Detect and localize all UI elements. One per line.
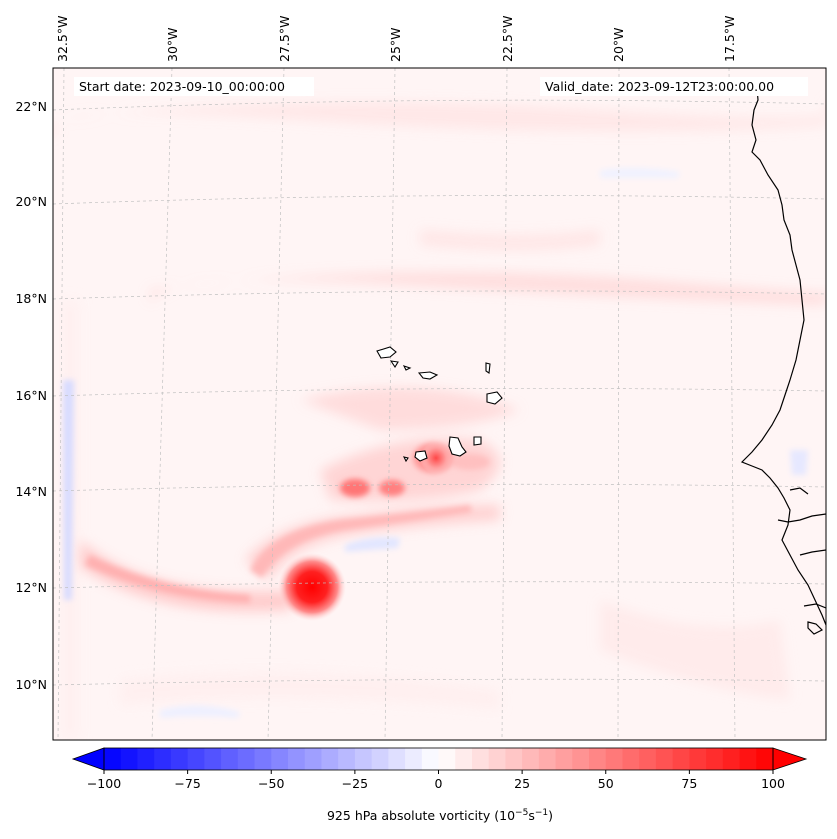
colorbar-tick-label: 0: [435, 776, 443, 791]
map-frame: [52, 67, 827, 741]
lon-label-32-5w: 32.5°W: [55, 16, 70, 62]
lat-label-18n: 18°N: [15, 291, 47, 306]
colorbar-tick-label: 25: [514, 776, 530, 791]
lat-label-20n: 20°N: [15, 194, 47, 209]
colorbar-segment: [639, 748, 657, 770]
colorbar-segment: [120, 748, 139, 770]
colorbar-segment: [538, 748, 557, 770]
colorbar-tick-label: 50: [598, 776, 614, 791]
colorbar-segment: [287, 748, 306, 770]
colorbar-tick-label: −100: [87, 776, 121, 791]
colorbar-segment: [405, 748, 423, 770]
colorbar-segment: [137, 748, 155, 770]
latitude-labels: 22°N 20°N 18°N 16°N 14°N 12°N 10°N: [15, 99, 47, 692]
start-date-label: Start date: 2023-09-10_00:00:00: [79, 79, 285, 94]
colorbar-segment: [354, 748, 373, 770]
lon-label-20w: 20°W: [611, 27, 626, 62]
colorbar-segment: [321, 748, 339, 770]
longitude-labels: 32.5°W 30°W 27.5°W 25°W 22.5°W 20°W 17.5…: [55, 16, 737, 62]
colorbar-segment: [589, 748, 607, 770]
lat-label-14n: 14°N: [15, 484, 47, 499]
colorbar-segment: [488, 748, 507, 770]
colorbar-tick-label: 100: [761, 776, 785, 791]
lon-label-30w: 30°W: [165, 27, 180, 62]
lon-label-22-5w: 22.5°W: [500, 16, 515, 62]
colorbar-segment: [739, 748, 757, 770]
colorbar-segment: [672, 748, 690, 770]
colorbar-segment: [756, 748, 774, 770]
colorbar-segment: [522, 748, 540, 770]
colorbar-segment: [221, 748, 239, 770]
lat-label-16n: 16°N: [15, 388, 47, 403]
lat-label-10n: 10°N: [15, 677, 47, 692]
lat-label-22n: 22°N: [15, 99, 47, 114]
colorbar-segment: [722, 748, 741, 770]
coastline: [740, 87, 826, 635]
colorbar-segment: [204, 748, 222, 770]
colorbar-segment: [455, 748, 473, 770]
start-date-box: Start date: 2023-09-10_00:00:00: [74, 77, 314, 96]
colorbar-segment: [388, 748, 406, 770]
lon-label-27-5w: 27.5°W: [277, 16, 292, 62]
valid-date-box: Valid_date: 2023-09-12T23:00:00.00: [540, 77, 808, 96]
colorbar-segment: [304, 748, 323, 770]
colorbar-segment: [271, 748, 289, 770]
colorbar-segment: [237, 748, 256, 770]
colorbar-segment: [154, 748, 172, 770]
colorbar-segment: [689, 748, 707, 770]
colorbar-segment: [421, 748, 440, 770]
colorbar-tick-label: −25: [342, 776, 368, 791]
colorbar-min-extend: [71, 747, 105, 771]
colorbar-segment: [254, 748, 272, 770]
colorbar-segment: [706, 748, 724, 770]
vorticity-field: [53, 68, 826, 740]
colorbar-ticks: −100 −75 −50 −25 0 25 50 75 100: [87, 770, 785, 791]
colorbar-tick-label: −50: [258, 776, 284, 791]
lon-label-17-5w: 17.5°W: [722, 16, 737, 62]
colorbar-label: 925 hPa absolute vorticity (10−5s−1): [327, 808, 553, 823]
valid-date-label: Valid_date: 2023-09-12T23:00:00.00: [545, 79, 774, 94]
colorbar-segment: [471, 748, 490, 770]
colorbar-segment: [104, 748, 122, 770]
colorbar-segment: [655, 748, 674, 770]
graticule: [53, 68, 826, 740]
colorbar-segment: [505, 748, 523, 770]
colorbar-segments: [104, 748, 774, 770]
lat-label-12n: 12°N: [15, 580, 47, 595]
colorbar-segment: [170, 748, 189, 770]
colorbar-segment: [338, 748, 356, 770]
colorbar: −100 −75 −50 −25 0 25 50 75 100 925 hPa absolute…: [71, 747, 808, 823]
colorbar-max-extend: [772, 747, 808, 771]
colorbar-tick-label: −75: [174, 776, 200, 791]
colorbar-segment: [572, 748, 590, 770]
colorbar-segment: [622, 748, 640, 770]
colorbar-segment: [555, 748, 573, 770]
cape-verde-islands: [376, 346, 503, 463]
colorbar-segment: [371, 748, 389, 770]
colorbar-segment: [605, 748, 624, 770]
colorbar-tick-label: 75: [681, 776, 697, 791]
colorbar-segment: [187, 748, 205, 770]
colorbar-segment: [438, 748, 456, 770]
lon-label-25w: 25°W: [388, 27, 403, 62]
